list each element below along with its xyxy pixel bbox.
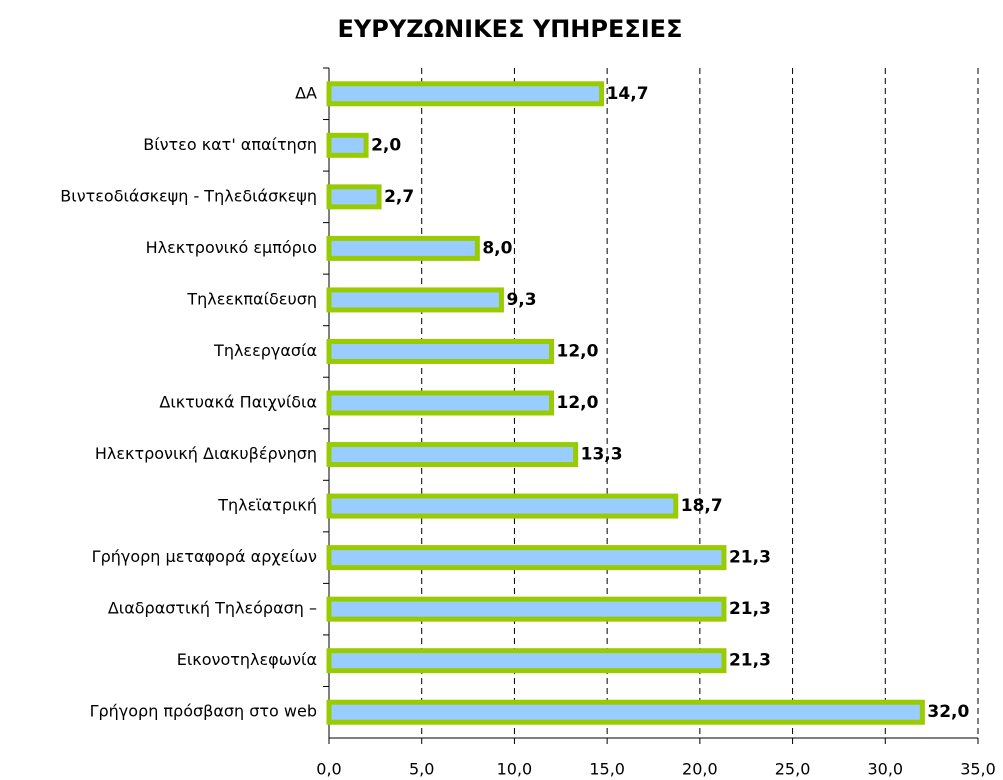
value-label: 21,3: [729, 651, 771, 671]
bar: [326, 596, 727, 622]
bar: [326, 235, 480, 261]
y-tick-label: Δικτυακά Παιχνίδια: [159, 393, 317, 412]
chart-title: ΕΥΡΥΖΩΝΙΚΕΣ ΥΠΗΡΕΣΙΕΣ: [338, 15, 683, 43]
bar: [326, 442, 579, 468]
y-tick-label: Τηλεϊατρική: [217, 496, 317, 515]
y-tick-label: Ηλεκτρονική Διακυβέρνηση: [95, 444, 317, 463]
y-tick-label: Βιντεοδιάσκεψη - Τηλεδιάσκεψη: [60, 186, 317, 205]
x-tick-label: 30,0: [867, 760, 903, 779]
x-tick-label: 25,0: [775, 760, 811, 779]
bar: [326, 338, 555, 364]
value-label: 13,3: [581, 445, 623, 465]
y-tick-label: ΔΑ: [295, 83, 317, 102]
bar: [326, 287, 504, 313]
x-tick-label: 10,0: [497, 760, 533, 779]
value-label: 14,7: [607, 84, 649, 104]
y-tick-label: Διαδραστική Τηλεόραση –: [108, 599, 317, 618]
value-label: 9,3: [506, 290, 536, 310]
value-label: 32,0: [927, 702, 969, 722]
bar: [326, 81, 605, 107]
x-tick-label: 35,0: [960, 760, 996, 779]
y-tick-label: Γρήγορη πρόσβαση στο web: [90, 702, 317, 721]
x-tick-label: 20,0: [682, 760, 718, 779]
y-tick-label: Γρήγορη μεταφορά αρχείων: [92, 547, 317, 566]
value-label: 2,0: [371, 135, 401, 155]
x-tick-label: 15,0: [589, 760, 625, 779]
value-label: 12,0: [557, 393, 599, 413]
y-tick-label: Εικονοτηλεφωνία: [177, 650, 317, 669]
value-label: 2,7: [384, 187, 414, 207]
value-label: 18,7: [681, 496, 723, 516]
bar: [326, 699, 925, 725]
bar: [326, 545, 727, 571]
x-tick-label: 5,0: [409, 760, 434, 779]
bar: [326, 132, 369, 158]
bar: [326, 493, 679, 519]
value-label: 12,0: [557, 341, 599, 361]
bar: [326, 184, 382, 210]
y-tick-label: Βίντεο κατ' απαίτηση: [143, 135, 317, 154]
value-label: 21,3: [729, 599, 771, 619]
bar: [326, 648, 727, 674]
value-label: 8,0: [482, 238, 512, 258]
value-label: 21,3: [729, 548, 771, 568]
y-tick-label: Ηλεκτρονικό εμπόριο: [146, 238, 317, 257]
y-tick-label: Τηλεεκπαίδευση: [186, 289, 317, 308]
x-tick-label: 0,0: [316, 760, 341, 779]
y-tick-label: Τηλεεργασία: [213, 341, 317, 360]
bar: [326, 390, 555, 416]
